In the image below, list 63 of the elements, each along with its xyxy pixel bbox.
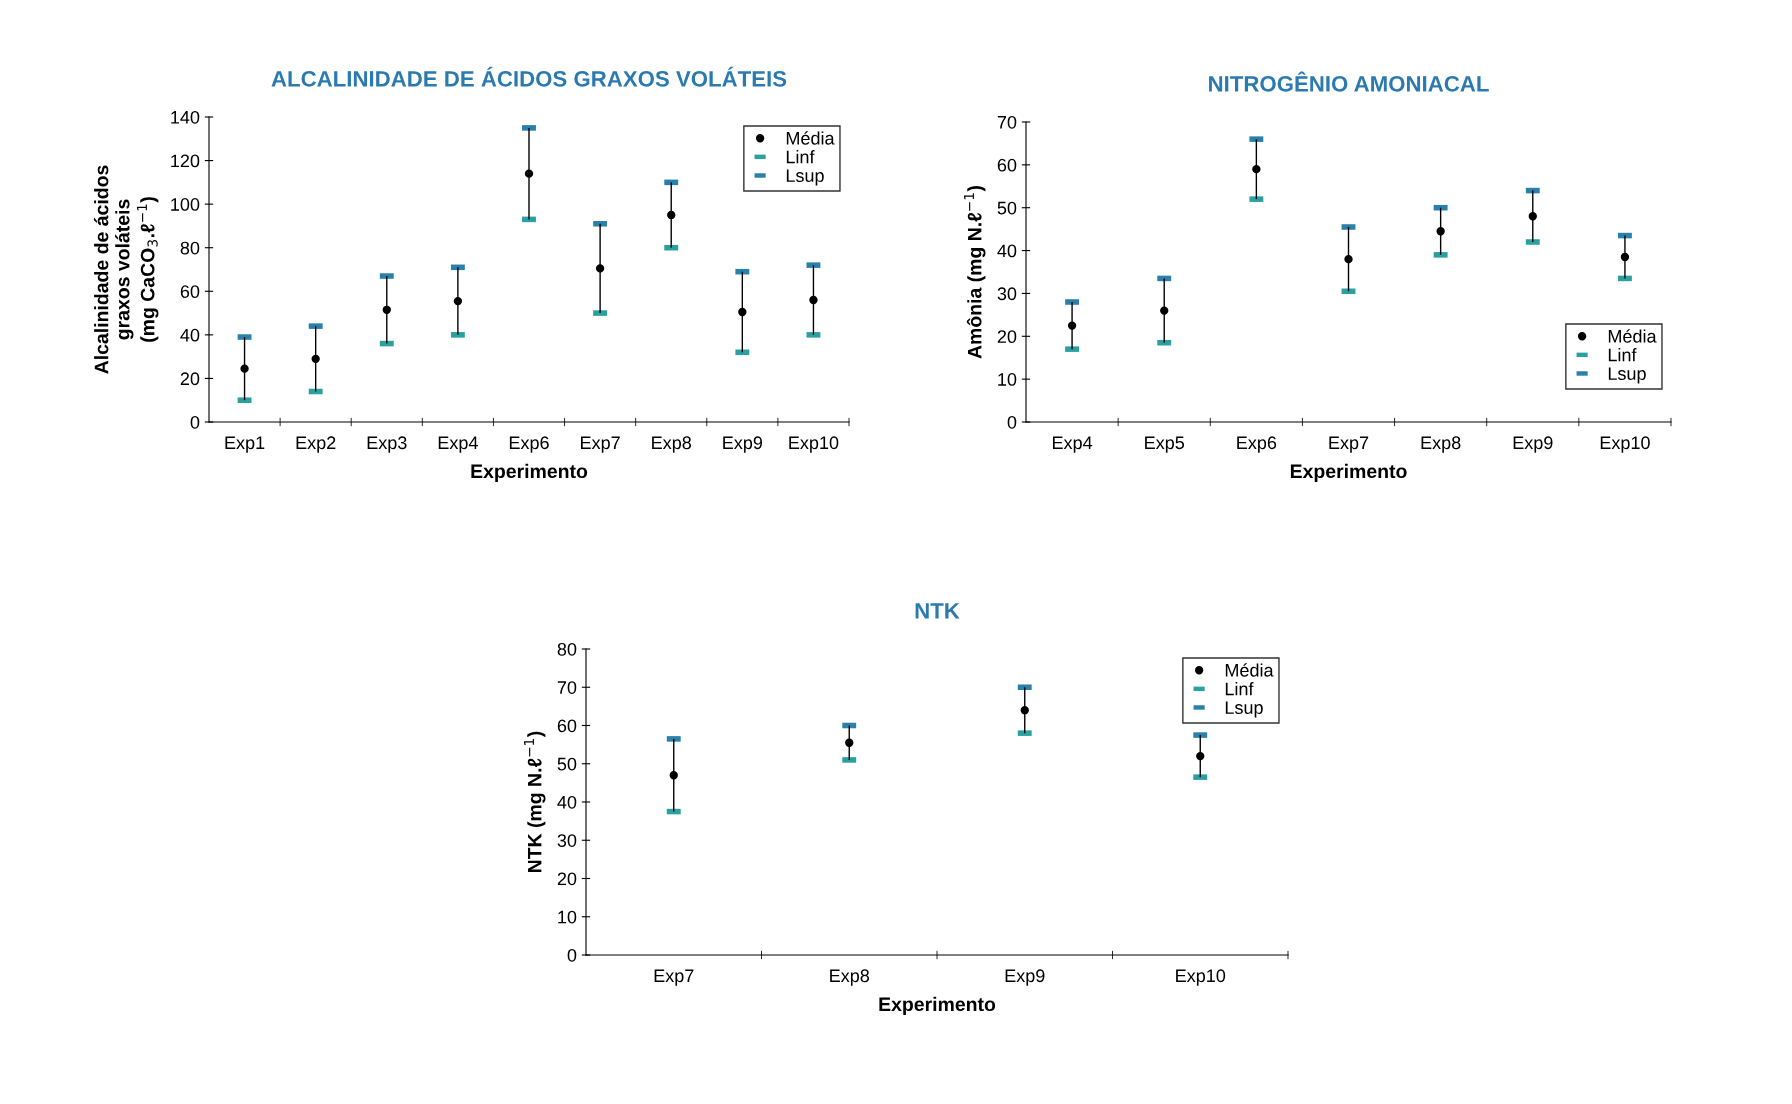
y-tick-label: 70	[557, 681, 577, 694]
x-tick-label: Exp8	[1421, 436, 1461, 453]
y-tick-label: 0	[1007, 415, 1017, 429]
x-tick-label: Exp10	[1176, 969, 1226, 986]
y-tick-label: 30	[997, 287, 1017, 301]
legend-label: Lsup	[1608, 367, 1646, 384]
y-tick-label: 50	[997, 201, 1017, 215]
x-tick-label: Exp8	[830, 969, 870, 986]
x-tick-label: Exp7	[581, 436, 620, 453]
x-tick-label: Exp9	[723, 436, 763, 453]
y-tick-label: 50	[557, 757, 577, 771]
x-tick-label: Exp2	[296, 436, 336, 453]
y-tick-label: 40	[557, 795, 577, 809]
legend-label: Linf	[1608, 348, 1637, 362]
x-tick-label: Exp9	[1513, 436, 1553, 453]
legend-label: Linf	[786, 150, 815, 164]
x-tick-label: Exp4	[1052, 436, 1093, 453]
legend-label: Lsup	[786, 169, 824, 186]
x-tick-label: Exp7	[654, 969, 694, 986]
chart-title: NTK	[915, 603, 960, 619]
y-tick-label: 10	[558, 910, 577, 924]
y-tick-label: 40	[180, 328, 200, 342]
y-tick-label: 100	[171, 198, 200, 211]
y-tick-label: 140	[171, 110, 200, 124]
y-tick-label: 0	[190, 415, 200, 429]
x-tick-label: Exp1	[225, 436, 265, 453]
legend-label: Média	[1608, 329, 1657, 343]
y-tick-label: 30	[557, 834, 577, 847]
y-tick-label: 0	[567, 948, 577, 962]
x-tick-label: Exp6	[1237, 436, 1277, 453]
x-tick-label: Exp5	[1145, 436, 1185, 453]
y-axis-title: NTK (mg N.ℓ$^{−1}$)	[524, 731, 546, 873]
legend-label: Média	[786, 131, 835, 145]
legend-label: Linf	[1225, 682, 1254, 696]
y-tick-label: 80	[557, 642, 577, 656]
x-tick-label: Exp7	[1329, 436, 1369, 453]
y-tick-label: 20	[180, 372, 200, 386]
legend-label: Média	[1225, 663, 1274, 677]
y-tick-label: 80	[180, 241, 200, 255]
x-tick-label: Exp10	[1600, 436, 1650, 453]
y-tick-label: 70	[997, 115, 1017, 129]
x-tick-label: Exp10	[789, 436, 839, 453]
x-axis-title: Experimento	[471, 463, 588, 482]
x-axis-title: Experimento	[1290, 463, 1407, 482]
y-tick-label: 60	[997, 158, 1017, 172]
x-tick-label: Exp9	[1005, 969, 1045, 986]
y-tick-label: 60	[180, 285, 200, 299]
y-tick-label: 10	[998, 373, 1017, 386]
y-tick-label: 40	[997, 244, 1017, 258]
x-axis-title: Experimento	[879, 996, 996, 1015]
x-tick-label: Exp3	[367, 436, 407, 453]
x-tick-label: Exp4	[438, 436, 478, 453]
y-axis-title: Alcalinidade de ácidos graxos voláteis (mg CaCO$_{3}$.ℓ$^{−1}$)	[93, 165, 159, 374]
y-tick-label: 20	[557, 872, 577, 886]
x-tick-label: Exp8	[652, 436, 692, 453]
y-tick-label: 60	[557, 719, 577, 733]
y-tick-label: 120	[171, 154, 200, 168]
chart-title: ALCALINIDADE DE ÁCIDOS GRAXOS VOLÁTEIS	[271, 66, 787, 87]
legend-label: Lsup	[1225, 701, 1263, 718]
y-tick-label: 20	[997, 330, 1017, 344]
x-tick-label: Exp6	[509, 436, 549, 453]
chart-title: NITROGÊNIO AMONIACAL	[1209, 71, 1489, 92]
y-axis-title: Amônia (mg N.ℓ$^{−1}$)	[964, 186, 986, 359]
